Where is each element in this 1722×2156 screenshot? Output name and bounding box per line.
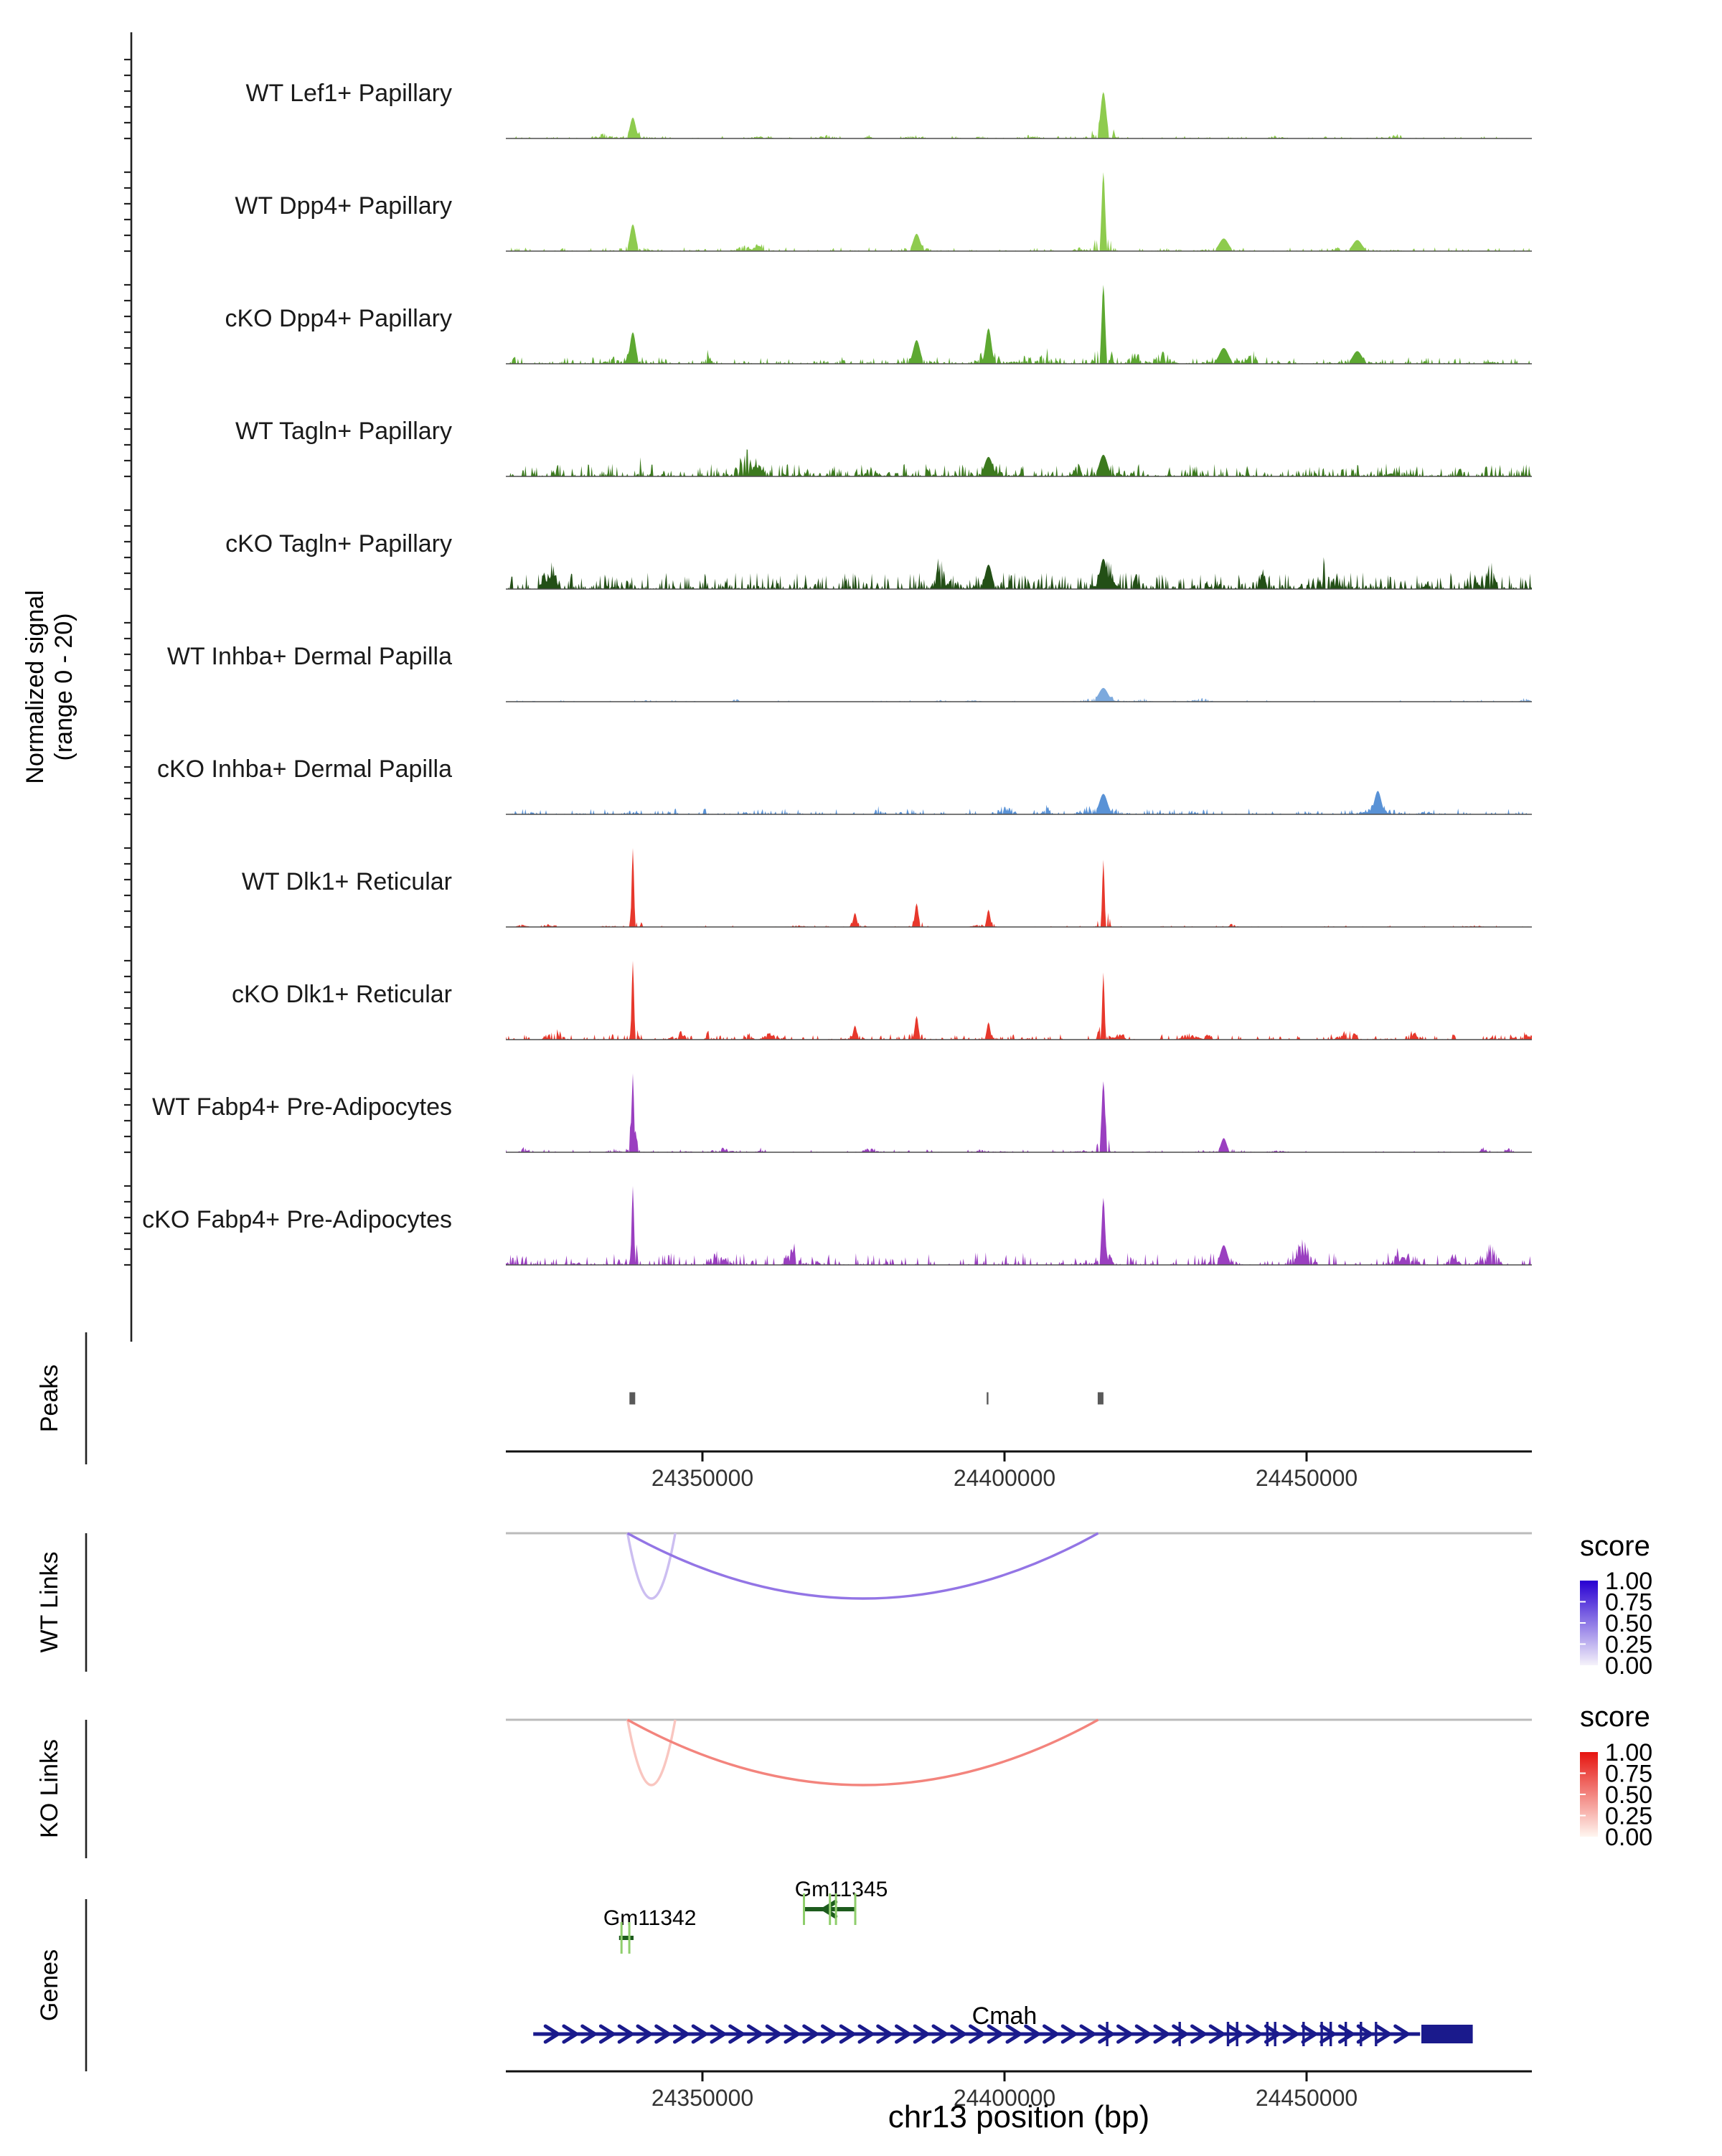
- svg-text:0.00: 0.00: [1605, 1652, 1652, 1680]
- svg-text:Gm11342: Gm11342: [603, 1906, 697, 1930]
- svg-text:(range 0 - 20): (range 0 - 20): [50, 613, 77, 761]
- svg-text:Genes: Genes: [36, 1949, 63, 2021]
- svg-text:Peaks: Peaks: [36, 1365, 63, 1433]
- svg-text:24450000: 24450000: [1256, 1465, 1358, 1491]
- svg-text:WT Dpp4+ Papillary: WT Dpp4+ Papillary: [235, 192, 452, 220]
- svg-text:WT Lef1+ Papillary: WT Lef1+ Papillary: [245, 80, 452, 107]
- svg-text:cKO Inhba+ Dermal Papilla: cKO Inhba+ Dermal Papilla: [157, 755, 452, 783]
- svg-text:Gm11345: Gm11345: [795, 1878, 888, 1901]
- svg-text:score: score: [1580, 1701, 1650, 1733]
- svg-text:score: score: [1580, 1530, 1650, 1562]
- svg-text:WT Inhba+ Dermal Papilla: WT Inhba+ Dermal Papilla: [167, 643, 452, 670]
- svg-text:24450000: 24450000: [1256, 2085, 1358, 2111]
- svg-text:Normalized signal: Normalized signal: [22, 590, 49, 783]
- svg-text:cKO Dlk1+ Reticular: cKO Dlk1+ Reticular: [232, 981, 452, 1008]
- svg-text:24350000: 24350000: [651, 2085, 753, 2111]
- svg-text:0.00: 0.00: [1605, 1824, 1652, 1851]
- svg-text:cKO Tagln+ Papillary: cKO Tagln+ Papillary: [225, 530, 452, 557]
- svg-text:WT Fabp4+ Pre-Adipocytes: WT Fabp4+ Pre-Adipocytes: [152, 1093, 452, 1121]
- svg-text:cKO Dpp4+ Papillary: cKO Dpp4+ Papillary: [225, 305, 452, 332]
- svg-text:chr13 position (bp): chr13 position (bp): [888, 2099, 1149, 2134]
- svg-text:cKO Fabp4+ Pre-Adipocytes: cKO Fabp4+ Pre-Adipocytes: [142, 1206, 452, 1233]
- svg-text:24400000: 24400000: [954, 1465, 1055, 1491]
- svg-text:24350000: 24350000: [651, 1465, 753, 1491]
- svg-text:KO Links: KO Links: [36, 1739, 63, 1838]
- svg-text:WT Tagln+ Papillary: WT Tagln+ Papillary: [235, 418, 452, 445]
- svg-text:WT Dlk1+ Reticular: WT Dlk1+ Reticular: [242, 868, 452, 895]
- svg-text:WT Links: WT Links: [36, 1551, 63, 1652]
